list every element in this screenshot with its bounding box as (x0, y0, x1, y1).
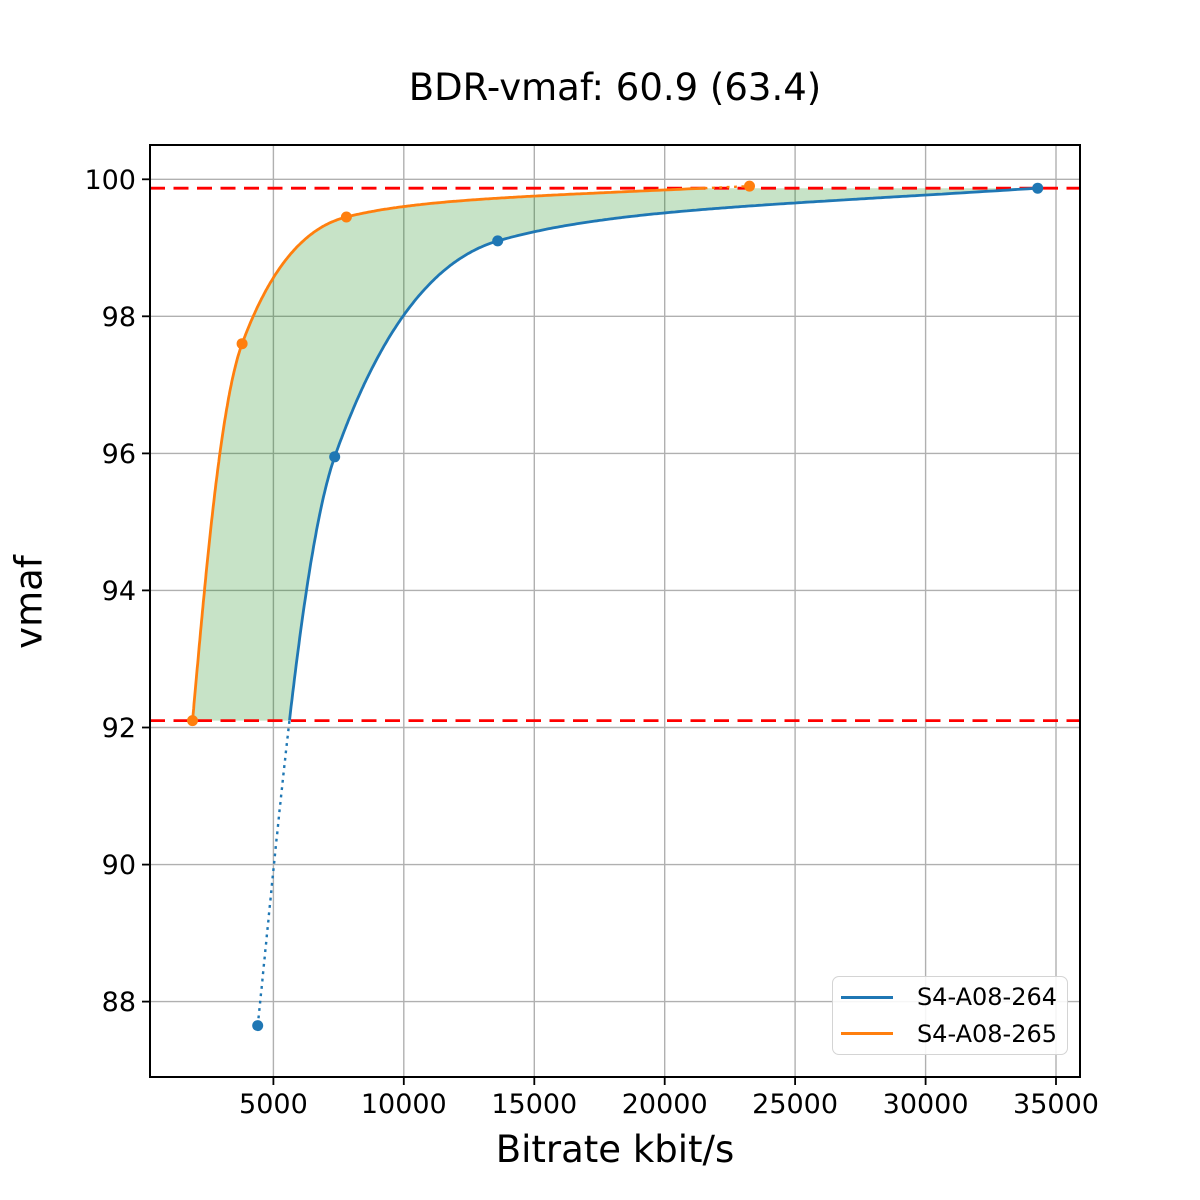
legend-label-265: S4-A08-265 (916, 1019, 1057, 1048)
legend: S4-A08-264 S4-A08-265 (832, 976, 1068, 1055)
series-s4-a08-265-curve (191, 186, 705, 721)
x-tick-label: 35000 (1013, 1089, 1099, 1120)
y-tick-label: 96 (102, 439, 136, 470)
legend-line-swatch-265 (841, 1032, 893, 1036)
legend-entry-s4-a08-264: S4-A08-264 (839, 979, 1057, 1016)
y-tick-label: 100 (84, 165, 136, 196)
x-tick-label: 30000 (883, 1089, 969, 1120)
legend-label-264: S4-A08-264 (916, 983, 1057, 1012)
series-s4-a08-264-curve (288, 186, 1038, 721)
data-point-s4-a08-264 (492, 235, 504, 247)
legend-line-swatch-264 (841, 995, 893, 999)
x-tick-label: 25000 (752, 1089, 838, 1120)
y-tick-label: 98 (102, 302, 136, 333)
y-tick-label: 90 (102, 850, 136, 881)
bd-shaded-area (192, 188, 1038, 721)
y-tick-label: 92 (102, 713, 136, 744)
data-point-s4-a08-265 (744, 180, 755, 192)
data-point-s4-a08-265 (340, 211, 352, 223)
x-tick-label: 5000 (239, 1089, 308, 1120)
y-tick-label: 94 (102, 576, 136, 607)
data-point-s4-a08-264 (1032, 182, 1044, 194)
y-tick-label: 88 (102, 987, 136, 1018)
legend-entry-s4-a08-265: S4-A08-265 (839, 1016, 1057, 1053)
series-s4-a08-264-dotted-segment (256, 720, 291, 1026)
data-point-s4-a08-265 (236, 338, 248, 350)
series-s4-a08-265-dotted-segment (704, 184, 750, 190)
x-tick-label: 20000 (622, 1089, 708, 1120)
chart-title: BDR-vmaf: 60.9 (63.4) (408, 66, 822, 109)
axes-spines (149, 144, 1081, 1078)
x-tick-label: 15000 (491, 1089, 577, 1120)
x-axis-label: Bitrate kbit/s (495, 1128, 735, 1171)
data-point-s4-a08-264 (252, 1020, 264, 1032)
x-tick-label: 10000 (361, 1089, 447, 1120)
data-point-s4-a08-264 (329, 451, 341, 463)
data-point-s4-a08-265 (187, 715, 198, 727)
